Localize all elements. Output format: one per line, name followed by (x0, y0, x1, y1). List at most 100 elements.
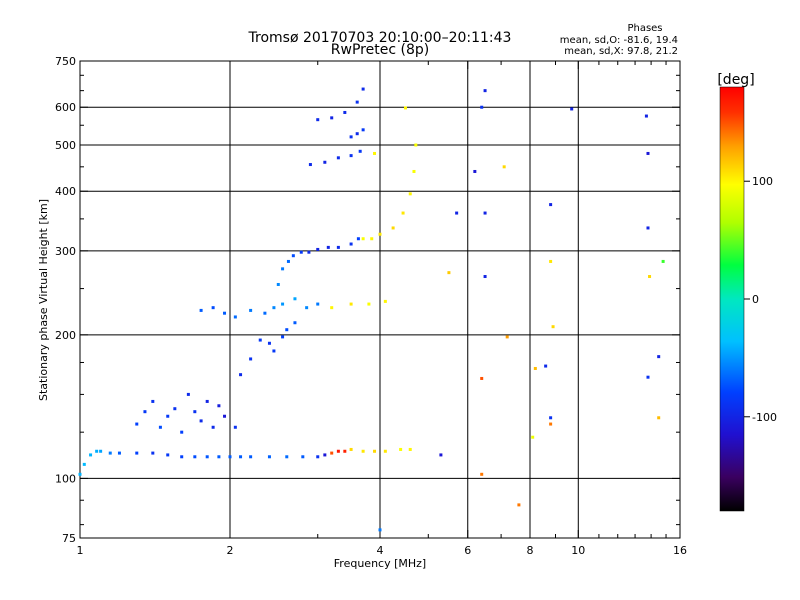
data-point (544, 364, 548, 368)
data-point (239, 373, 243, 377)
y-axis-label: Stationary phase Virtual Height [km] (37, 199, 50, 401)
data-point (205, 399, 209, 403)
data-point (336, 449, 340, 453)
data-point (82, 462, 86, 466)
data-point (308, 163, 312, 167)
data-point (89, 453, 93, 457)
x-tick-label: 6 (464, 544, 471, 557)
points-layer (78, 87, 665, 532)
data-point (349, 154, 353, 158)
chart-subtitle: RwPretec (8p) (331, 42, 429, 58)
data-point (267, 455, 271, 459)
data-point (180, 455, 184, 459)
data-point (249, 308, 253, 312)
data-point (267, 341, 271, 345)
x-tick-label: 16 (673, 544, 687, 557)
colorbar-tick-label: -100 (752, 411, 777, 424)
data-point (307, 250, 311, 254)
y-tick-label: 750 (55, 55, 76, 68)
colorbar-ticks: 100 0 -100 (744, 175, 777, 424)
data-point (99, 449, 103, 453)
data-point (361, 128, 365, 132)
data-point (276, 282, 280, 286)
data-point (646, 226, 650, 230)
data-point (408, 192, 412, 196)
data-point (193, 410, 197, 414)
data-point (648, 275, 652, 279)
data-point (505, 335, 509, 339)
data-point (249, 357, 253, 361)
data-point (151, 399, 155, 403)
data-point (199, 419, 203, 423)
data-point (349, 302, 353, 306)
data-point (158, 425, 162, 429)
data-point (293, 297, 297, 301)
data-point (285, 455, 289, 459)
y-tick-label: 100 (55, 472, 76, 485)
data-point (549, 416, 553, 420)
data-point (205, 455, 209, 459)
data-point (403, 106, 407, 110)
tick-layer: 1 2 4 6 8 10 16 75 100 200 300 400 500 600 750 (55, 55, 687, 557)
data-point (166, 414, 170, 418)
data-point (135, 422, 139, 426)
data-point (480, 376, 484, 380)
data-point (361, 87, 365, 91)
data-point (646, 375, 650, 379)
colorbar-label: [deg] (717, 72, 754, 88)
y-tick-label: 500 (55, 139, 76, 152)
x-tick-label: 4 (377, 544, 384, 557)
data-point (316, 118, 320, 122)
data-point (173, 407, 177, 411)
data-point (356, 237, 360, 241)
y-tick-label: 300 (55, 245, 76, 258)
data-point (305, 306, 309, 310)
grid-layer (80, 61, 680, 538)
data-point (412, 169, 416, 173)
data-point (336, 245, 340, 249)
data-point (373, 151, 377, 155)
data-point (361, 449, 365, 453)
x-tick-label: 10 (571, 544, 585, 557)
data-point (657, 416, 661, 420)
data-point (330, 116, 334, 120)
data-point (286, 259, 290, 263)
data-point (661, 259, 665, 263)
data-point (217, 404, 221, 408)
data-point (549, 422, 553, 426)
plot-area: 1 2 4 6 8 10 16 75 100 200 300 400 500 600 750 (55, 55, 687, 557)
data-point (151, 451, 155, 455)
data-point (378, 232, 382, 236)
data-point (323, 453, 327, 457)
data-point (533, 366, 537, 370)
data-point (281, 267, 285, 271)
chart-title: Tromsø 20170703 20:10:00–20:11:43 (248, 30, 512, 46)
x-tick-label: 2 (227, 544, 234, 557)
data-point (502, 165, 506, 169)
data-point (135, 451, 139, 455)
data-point (361, 237, 365, 241)
data-point (483, 89, 487, 93)
data-point (373, 449, 377, 453)
data-point (408, 447, 412, 451)
data-point (549, 259, 553, 263)
data-point (316, 302, 320, 306)
data-point (531, 435, 535, 439)
x-axis-label: Frequency [MHz] (334, 557, 426, 570)
data-point (570, 107, 574, 111)
data-point (143, 410, 147, 414)
data-point (326, 245, 330, 249)
y-tick-label: 200 (55, 329, 76, 342)
data-point (336, 156, 340, 160)
data-point (293, 321, 297, 325)
data-point (301, 455, 305, 459)
data-point (483, 211, 487, 215)
data-point (217, 455, 221, 459)
data-point (483, 275, 487, 279)
colorbar-tick-label: 0 (752, 293, 759, 306)
y-tick-label: 600 (55, 101, 76, 114)
data-point (349, 135, 353, 139)
data-point (199, 308, 203, 312)
data-point (349, 447, 353, 451)
data-point (291, 254, 295, 258)
